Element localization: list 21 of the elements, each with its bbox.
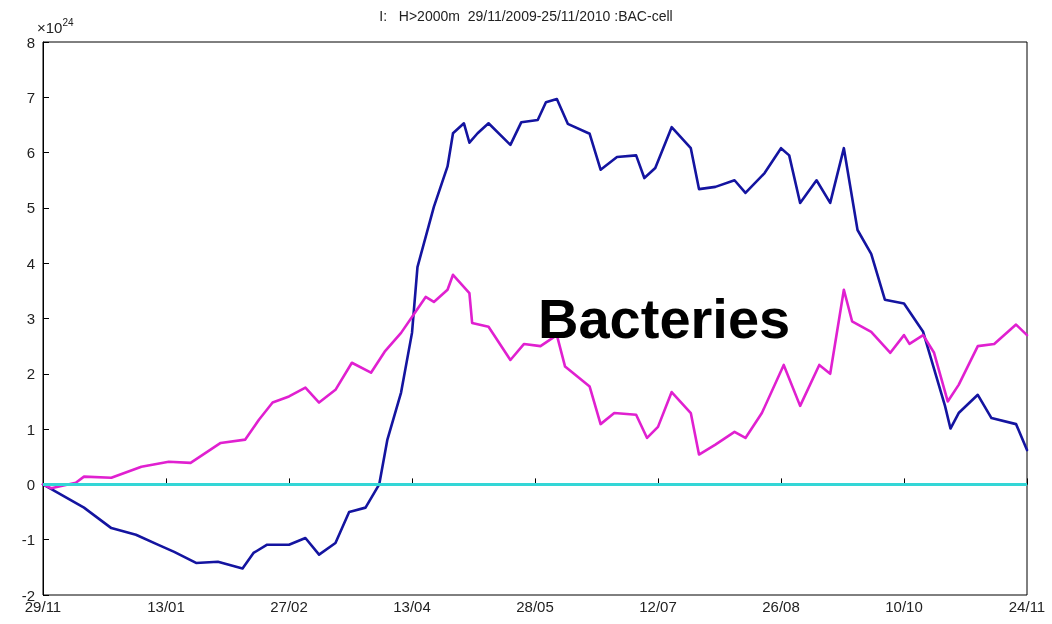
x-tick-label: 24/11 bbox=[1008, 598, 1046, 615]
x-tick-label: 10/10 bbox=[885, 598, 923, 615]
chart-title: I: H>2000m 29/11/2009-25/11/2010 :BAC-cell bbox=[379, 8, 673, 24]
y-tick-label: 5 bbox=[26, 199, 35, 217]
y-tick-label: 7 bbox=[26, 88, 35, 106]
y-tick-label: 1 bbox=[26, 420, 35, 438]
x-tick-label: 13/04 bbox=[393, 598, 431, 615]
y-tick-label: 8 bbox=[26, 33, 35, 51]
line-series bbox=[41, 273, 1029, 490]
y-tick-label: 6 bbox=[26, 144, 35, 162]
y-tick-label: 3 bbox=[26, 310, 35, 327]
x-tick-label: 28/05 bbox=[516, 598, 554, 615]
x-tick-label: 26/08 bbox=[762, 598, 800, 615]
x-tick-label: 12/07 bbox=[639, 598, 677, 615]
y-tick-label: 4 bbox=[26, 254, 35, 272]
y-tick-label: -1 bbox=[21, 531, 35, 549]
x-tick-label: 27/02 bbox=[270, 598, 308, 615]
x-tick-label: 13/01 bbox=[147, 598, 185, 615]
annotation: Bacteries bbox=[538, 286, 791, 350]
y-tick-label: 0 bbox=[26, 475, 35, 493]
y-tick-label: 2 bbox=[26, 365, 35, 383]
